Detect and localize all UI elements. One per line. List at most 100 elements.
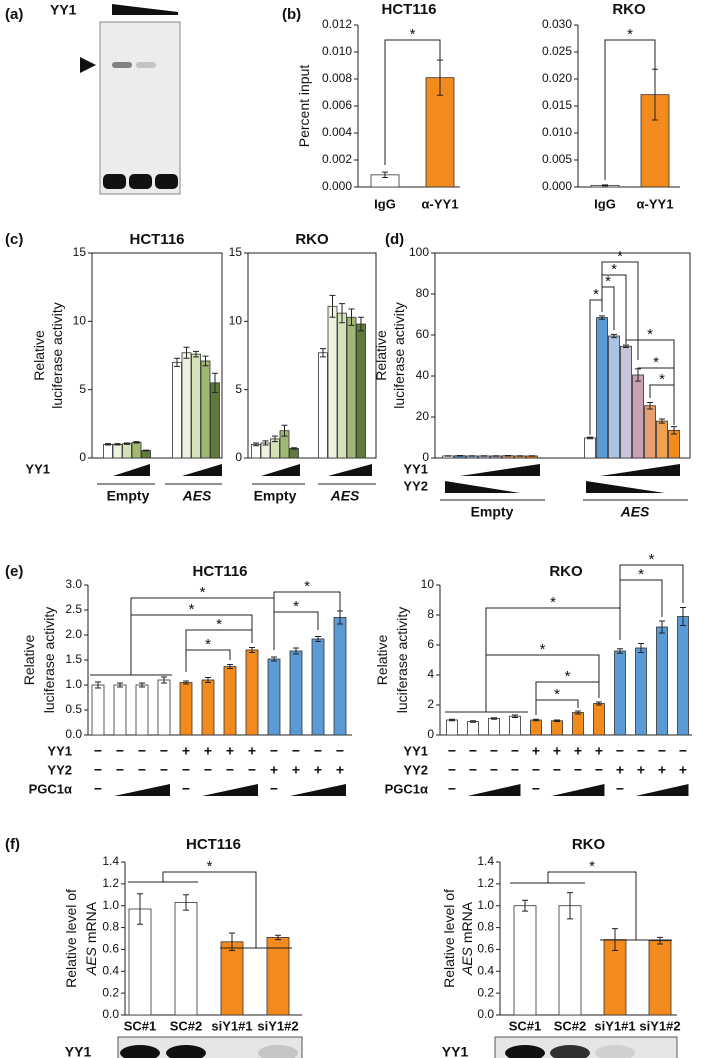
bar: [356, 323, 366, 459]
y-tick-label: 0.015: [542, 98, 572, 112]
row-label: PGC1α: [385, 781, 428, 796]
plot-frame: [247, 252, 377, 459]
bar: [191, 353, 201, 459]
x-tick-label: SC#2: [170, 1018, 203, 1033]
blot-label: YY1: [65, 1044, 92, 1058]
bar: [174, 902, 198, 1016]
row-label: YY2: [403, 762, 428, 777]
condition-mark: −: [679, 743, 687, 759]
condition-mark: −: [532, 762, 540, 778]
y-axis-title-part: luciferase activity: [394, 607, 410, 714]
gel-band: [112, 62, 132, 68]
x-tick-label: siY1#2: [639, 1018, 680, 1033]
significance-label: *: [605, 273, 611, 290]
error-bar: [315, 636, 321, 642]
error-bar: [659, 418, 665, 424]
bar: [644, 405, 656, 459]
condition-mark: −: [182, 781, 190, 797]
y-tick-label: 0.004: [322, 125, 352, 139]
x-tick-label: IgG: [374, 196, 396, 211]
error-bar: [599, 315, 605, 320]
error-bar: [183, 680, 189, 685]
bar: [632, 374, 644, 459]
error-bar: [491, 717, 497, 720]
condition-mark: −: [138, 743, 146, 759]
error-bar: [281, 424, 288, 437]
amount-wedge: [182, 464, 222, 476]
y-tick-label: 1.4: [477, 854, 494, 868]
error-bar: [205, 677, 211, 683]
y-tick-label: 0.4: [102, 963, 119, 977]
group-label: AES: [620, 504, 650, 520]
error-bar: [161, 676, 167, 684]
significance-label: *: [554, 686, 560, 703]
condition-mark: −: [138, 762, 146, 778]
y-axis-title: Relative: [21, 635, 37, 686]
significance-label: *: [410, 26, 416, 43]
panel-label: (a): [5, 6, 23, 23]
significance-bracket: [604, 39, 656, 180]
y-tick-label: 80: [416, 286, 430, 300]
error-bar: [623, 344, 629, 349]
error-bar: [638, 643, 644, 653]
significance-bracket: [185, 629, 253, 672]
y-tick-label: 0.005: [542, 152, 572, 166]
significance-label: *: [207, 858, 213, 875]
y-tick-label: 15: [229, 245, 243, 259]
y-tick-label: 0: [427, 727, 434, 741]
bar: [113, 684, 127, 736]
error-bar: [249, 647, 255, 653]
significance-bracket: [619, 579, 663, 640]
y-axis-title-part: luciferase activity: [41, 607, 57, 714]
row-label: PGC1α: [29, 781, 72, 796]
significance-bracket: [535, 699, 579, 715]
significance-bracket: [547, 871, 637, 940]
y-tick-label: 0.8: [477, 920, 494, 934]
y-axis-title: luciferase activity: [41, 607, 57, 714]
y-axis-title-part: Relative: [374, 635, 390, 686]
blot-band: [550, 1045, 590, 1058]
y-tick-label: 0.0: [477, 1007, 494, 1021]
y-tick-label: 0.010: [542, 125, 572, 139]
error-bar: [657, 936, 663, 945]
condition-mark: +: [182, 743, 190, 759]
y-axis-title: Relative level of: [441, 889, 457, 988]
error-bar: [329, 294, 336, 318]
condition-mark: −: [448, 762, 456, 778]
y-tick-label: 0.0: [102, 1007, 119, 1021]
panel-label: (d): [385, 231, 404, 248]
error-bar: [611, 333, 617, 339]
condition-mark: −: [94, 743, 102, 759]
chart-title: RKO: [295, 231, 329, 248]
y-tick-label: 0.000: [322, 179, 352, 193]
error-bar: [659, 620, 665, 634]
condition-mark: −: [574, 762, 582, 778]
error-bar: [212, 372, 218, 393]
y-tick-label: 1.0: [65, 677, 82, 691]
blot-band: [258, 1045, 298, 1058]
bar: [513, 905, 537, 1016]
condition-mark: −: [270, 743, 278, 759]
error-bar: [124, 442, 130, 445]
y-tick-label: 0: [235, 450, 242, 464]
error-bar: [617, 648, 623, 654]
x-tick-label: SC#1: [509, 1018, 542, 1033]
y-tick-label: 0: [79, 450, 86, 464]
chart-title: HCT116: [192, 563, 247, 580]
y-tick-label: 4: [427, 667, 434, 681]
condition-mark: −: [553, 762, 561, 778]
y-tick-label: 5: [235, 382, 242, 396]
y-tick-label: 1.4: [102, 854, 119, 868]
error-bar: [554, 719, 560, 722]
condition-mark: +: [226, 743, 234, 759]
condition-mark: −: [616, 781, 624, 797]
y-axis-title: Percent input: [296, 65, 312, 148]
amount-wedge: [635, 784, 689, 796]
bar: [327, 305, 338, 459]
amount-wedge: [467, 784, 521, 796]
significance-label: *: [627, 26, 633, 43]
significance-bracket: [130, 614, 253, 675]
error-bar: [382, 171, 388, 179]
blot-band: [505, 1045, 545, 1058]
chart-title: RKO: [572, 836, 606, 853]
